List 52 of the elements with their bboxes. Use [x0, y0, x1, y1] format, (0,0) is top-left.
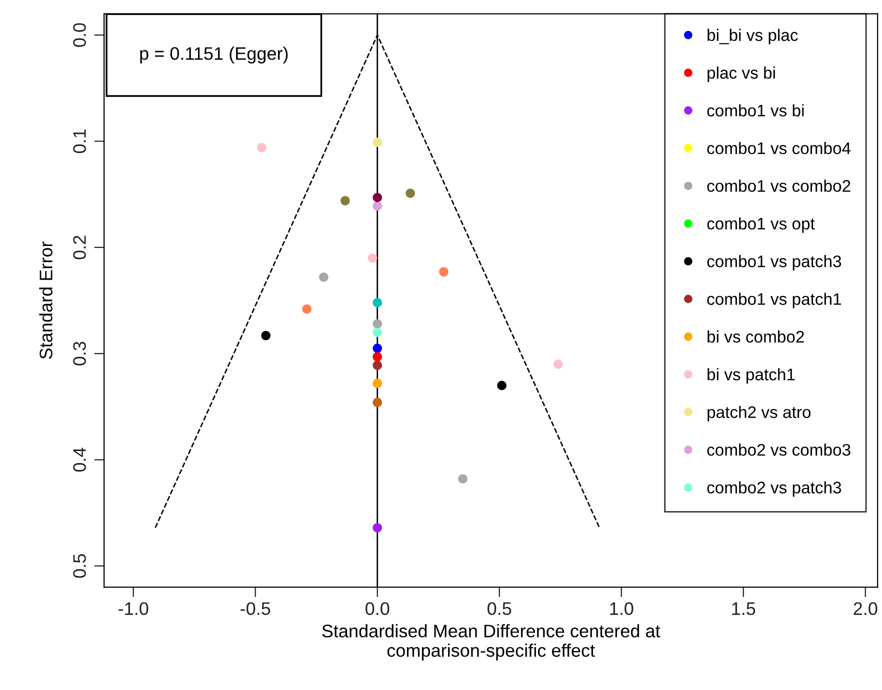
legend-label: bi_bi vs plac — [708, 28, 798, 44]
point — [458, 474, 468, 484]
x-tick-label: -1.0 — [118, 602, 148, 616]
point — [372, 138, 382, 147]
point — [372, 319, 382, 329]
legend-label: combo1 vs patch3 — [707, 255, 842, 271]
point — [406, 188, 415, 198]
point — [372, 398, 382, 408]
point — [497, 380, 506, 390]
point — [372, 523, 382, 532]
x-tick-label: 1.0 — [610, 602, 634, 616]
legend-label: plac vs bi — [708, 66, 775, 82]
legend-label: combo1 vs combo4 — [707, 142, 851, 154]
legend-label: combo1 vs patch1 — [707, 292, 841, 308]
legend-label: combo2 vs patch3 — [707, 481, 842, 497]
point — [554, 360, 563, 369]
point — [302, 304, 312, 314]
y-tick-label: 0.5 — [73, 554, 86, 578]
point — [372, 201, 382, 211]
point — [319, 272, 328, 282]
legend-label: patch2 vs atro — [708, 406, 811, 422]
point — [372, 298, 382, 308]
legend-label: combo1 vs bi — [707, 104, 804, 116]
point — [372, 378, 382, 388]
legend-label: bi vs patch1 — [708, 368, 795, 384]
point — [368, 253, 378, 263]
y-tick-label: 0.0 — [73, 23, 86, 47]
y-tick-label: 0.4 — [73, 448, 86, 472]
point — [372, 352, 382, 362]
x-tick-label: 1.5 — [732, 602, 756, 616]
x-axis-title: Standardised Mean Difference centered at comparison-specific effect — [322, 624, 660, 660]
point — [372, 192, 382, 202]
point — [372, 328, 382, 338]
point — [261, 330, 271, 340]
point — [439, 267, 448, 276]
annotation: p = 0.1151 (Egger) — [140, 46, 288, 64]
x-tick-label: 0.5 — [488, 602, 512, 616]
legend-label: combo2 vs combo3 — [707, 444, 850, 456]
x-tick-label: -0.5 — [240, 602, 270, 616]
y-tick-label: 0.3 — [73, 342, 86, 366]
legend-label: combo1 vs opt — [707, 217, 815, 233]
point — [257, 142, 266, 152]
y-tick-label: 0.2 — [73, 236, 86, 260]
x-tick-label: 0.0 — [366, 602, 390, 616]
legend-label: combo1 vs combo2 — [707, 180, 850, 192]
x-tick-label: 2.0 — [854, 602, 878, 616]
point — [372, 344, 382, 353]
point — [340, 196, 350, 206]
y-axis-title: Standard Error — [39, 242, 52, 359]
legend-label: bi vs combo2 — [708, 330, 804, 343]
y-tick-label: 0.1 — [73, 130, 86, 154]
point — [372, 360, 382, 370]
